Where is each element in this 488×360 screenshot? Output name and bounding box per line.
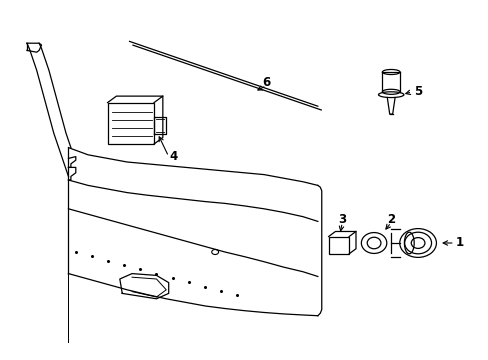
Bar — [328, 237, 348, 254]
Text: 4: 4 — [169, 150, 177, 163]
Text: 6: 6 — [262, 76, 270, 89]
Bar — [107, 103, 154, 144]
Text: 5: 5 — [413, 85, 421, 98]
Text: 1: 1 — [455, 237, 463, 249]
Text: 2: 2 — [386, 213, 394, 226]
Text: 3: 3 — [338, 213, 346, 226]
